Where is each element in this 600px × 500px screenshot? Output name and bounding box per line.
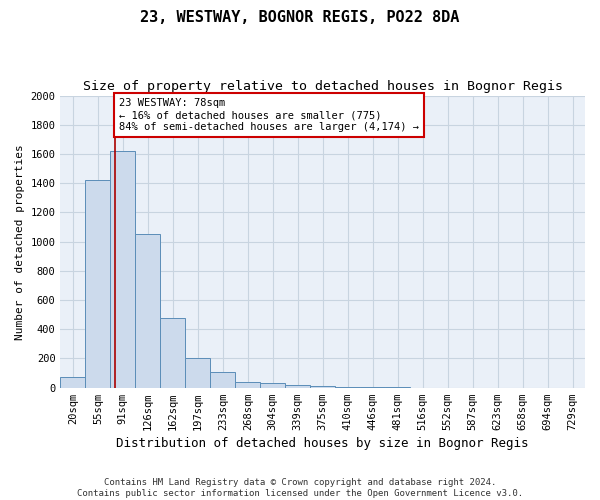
Title: Size of property relative to detached houses in Bognor Regis: Size of property relative to detached ho…	[83, 80, 563, 93]
Bar	[136, 234, 160, 388]
Bar	[185, 358, 210, 388]
Bar	[285, 385, 310, 388]
Bar	[85, 180, 110, 388]
Bar	[335, 387, 360, 388]
Bar	[235, 382, 260, 388]
Bar	[310, 386, 335, 388]
Text: Contains HM Land Registry data © Crown copyright and database right 2024.
Contai: Contains HM Land Registry data © Crown c…	[77, 478, 523, 498]
Bar	[210, 372, 235, 388]
X-axis label: Distribution of detached houses by size in Bognor Regis: Distribution of detached houses by size …	[116, 437, 529, 450]
Text: 23, WESTWAY, BOGNOR REGIS, PO22 8DA: 23, WESTWAY, BOGNOR REGIS, PO22 8DA	[140, 10, 460, 25]
Bar	[260, 384, 285, 388]
Bar	[110, 151, 136, 388]
Bar	[61, 376, 85, 388]
Y-axis label: Number of detached properties: Number of detached properties	[15, 144, 25, 340]
Text: 23 WESTWAY: 78sqm
← 16% of detached houses are smaller (775)
84% of semi-detache: 23 WESTWAY: 78sqm ← 16% of detached hous…	[119, 98, 419, 132]
Bar	[160, 318, 185, 388]
